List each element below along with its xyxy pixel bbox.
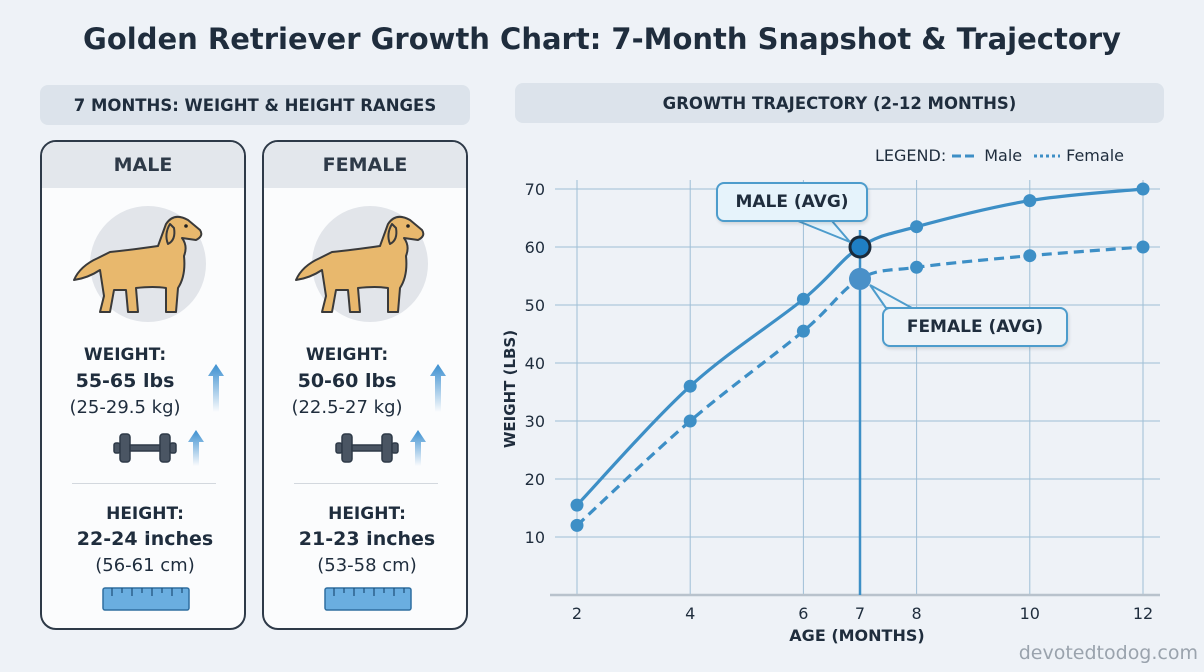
height-metric: (53-58 cm) [317, 555, 417, 576]
data-point-male [796, 292, 810, 306]
dog-icon [295, 206, 428, 322]
y-axis-label: WEIGHT (LBS) [501, 329, 519, 449]
male-card: MALE WEIGHT: 55-65 lbs (25-29.5 kg) HEIG… [40, 140, 246, 630]
data-point-female [683, 414, 697, 428]
watermark: devotedtodog.com [1018, 642, 1198, 664]
divider [72, 483, 216, 484]
data-point-female [1023, 249, 1037, 263]
weight-value: 50-60 lbs [297, 370, 397, 392]
left-section-header: 7 MONTHS: WEIGHT & HEIGHT RANGES [40, 85, 470, 125]
dumbbell-icon [335, 433, 399, 463]
data-point-male [570, 498, 584, 512]
arrow-up-icon [430, 364, 446, 412]
data-point-male [683, 379, 697, 393]
page-title: Golden Retriever Growth Chart: 7-Month S… [83, 22, 1121, 56]
weight-label: WEIGHT: [83, 345, 167, 365]
card-title: MALE [42, 142, 244, 188]
data-point-male [910, 220, 924, 234]
arrow-up-icon [188, 430, 204, 466]
weight-label: WEIGHT: [305, 345, 389, 365]
dog-icon [73, 206, 206, 322]
height-value: 21-23 inches [298, 528, 436, 550]
legend: LEGEND: Male Female [875, 146, 1124, 165]
legend-swatch-male [952, 154, 979, 157]
x-tick-label: 8 [912, 604, 922, 623]
ruler-icon [324, 587, 412, 611]
legend-title: LEGEND: [875, 146, 947, 165]
right-section-header: GROWTH TRAJECTORY (2-12 MONTHS) [515, 83, 1164, 123]
data-point-female [796, 324, 810, 338]
dumbbell-icon [113, 433, 177, 463]
y-tick-label: 60 [525, 238, 545, 257]
ruler-icon [102, 587, 190, 611]
weight-value: 55-65 lbs [75, 370, 175, 392]
arrow-up-icon [208, 364, 224, 412]
weight-metric: (25-29.5 kg) [69, 397, 181, 418]
height-label: HEIGHT: [328, 504, 406, 524]
weight-metric: (22.5-27 kg) [291, 397, 403, 418]
data-point-female [910, 260, 924, 274]
y-tick-label: 40 [525, 354, 545, 373]
x-tick-label: 4 [685, 604, 695, 623]
y-tick-label: 30 [525, 412, 545, 431]
data-point-male [1136, 182, 1150, 196]
x-tick-label: 12 [1133, 604, 1153, 623]
x-tick-label: 2 [572, 604, 582, 623]
legend-label-male: Male [984, 146, 1023, 165]
female-avg-callout: FEMALE (AVG) [882, 307, 1068, 347]
y-tick-label: 50 [525, 296, 545, 315]
legend-swatch-female [1034, 154, 1061, 157]
growth-chart: 10 20 30 40 50 60 70 2 4 6 7 8 10 12 [525, 180, 1160, 623]
legend-label-female: Female [1066, 146, 1124, 165]
x-tick-label: 10 [1020, 604, 1040, 623]
x-tick-label: 6 [798, 604, 808, 623]
male-avg-callout: MALE (AVG) [716, 182, 868, 222]
divider [294, 483, 438, 484]
y-tick-label: 10 [525, 528, 545, 547]
height-metric: (56-61 cm) [95, 555, 195, 576]
data-point-male-highlight [848, 235, 872, 259]
x-tick-label: 7 [855, 604, 865, 623]
arrow-up-icon [410, 430, 426, 466]
y-tick-label: 20 [525, 470, 545, 489]
male-callout-pointer [797, 220, 851, 243]
height-value: 22-24 inches [76, 528, 214, 550]
data-point-female [570, 518, 584, 532]
data-point-male [1023, 194, 1037, 208]
y-tick-label: 70 [525, 180, 545, 199]
female-card: FEMALE WEIGHT: 50-60 lbs (22.5-27 kg) HE… [262, 140, 468, 630]
card-title: FEMALE [264, 142, 466, 188]
data-point-female-highlight [849, 267, 871, 290]
height-label: HEIGHT: [106, 504, 184, 524]
data-point-female [1136, 240, 1150, 254]
x-axis-label: AGE (MONTHS) [789, 626, 925, 645]
